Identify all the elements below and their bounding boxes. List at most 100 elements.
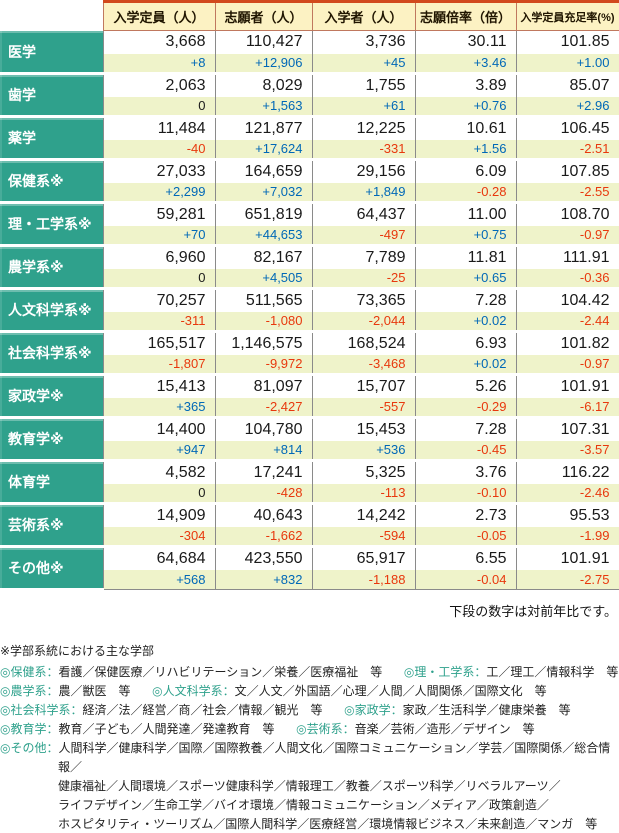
- change-cell: +7,032: [214, 182, 313, 204]
- change-cell: -2.46: [515, 483, 619, 505]
- value-cell: 15,413: [102, 374, 216, 398]
- value-cell: 82,167: [214, 245, 313, 269]
- change-row: 0 -428 -113 -0.10 -2.46: [0, 483, 619, 505]
- change-cell: +814: [214, 440, 313, 462]
- footnote-line: ◎その他：人間科学／健康科学／国際／国際教養／人間文化／国際コミュニケーション／…: [0, 739, 619, 833]
- footnote-text: ライフデザイン／生命工学／バイオ環境／情報コミュニケーション／メディア／政策創造…: [58, 797, 549, 812]
- value-cell: 164,659: [214, 159, 313, 183]
- change-cell: +0.65: [414, 268, 517, 290]
- value-cell: 1,755: [311, 73, 416, 97]
- footnote-category-label: ◎農学系：: [0, 683, 59, 698]
- change-cell: -311: [102, 311, 216, 333]
- change-cell: +1.00: [515, 53, 619, 75]
- footnote-entry: ◎農学系：農／獣医 等: [0, 684, 131, 698]
- change-cell: -0.97: [515, 225, 619, 247]
- change-cell: -557: [311, 397, 416, 419]
- value-cell: 3.89: [414, 73, 517, 97]
- row-label: 芸術系※: [0, 503, 103, 548]
- value-cell: 64,684: [102, 546, 216, 570]
- change-cell: -1,188: [311, 569, 416, 590]
- table-row: 薬学 11,484 121,877 12,225 10.61 106.45: [0, 116, 619, 161]
- value-cell: 104.42: [515, 288, 619, 312]
- value-cell: 168,524: [311, 331, 416, 355]
- table-body: 医学 3,668 110,427 3,736 30.11 101.85 +8 +12,906 +…: [0, 30, 619, 591]
- footnote-entry: ◎理・工学系：工／理工／情報科学 等: [404, 665, 619, 679]
- value-cell: 81,097: [214, 374, 313, 398]
- row-label: 家政学※: [0, 374, 103, 419]
- row-label: 医学: [0, 30, 103, 75]
- value-cell: 17,241: [214, 460, 313, 484]
- change-cell: -2,044: [311, 311, 416, 333]
- change-cell: -1,807: [102, 354, 216, 376]
- value-cell: 7,789: [311, 245, 416, 269]
- change-row: +2,299 +7,032 +1,849 -0.28 -2.55: [0, 182, 619, 204]
- value-cell: 11.00: [414, 202, 517, 226]
- value-cell: 104,780: [214, 417, 313, 441]
- table-row: 社会科学系※ 165,517 1,146,575 168,524 6.93 101.82: [0, 331, 619, 376]
- footnote-entry: ◎家政学：家政／生活科学／健康栄養 等: [344, 703, 571, 717]
- footnote-text: 音楽／芸術／造形／デザイン 等: [354, 721, 535, 736]
- row-label: 農学系※: [0, 245, 103, 290]
- change-row: +8 +12,906 +45 +3.46 +1.00: [0, 53, 619, 75]
- row-label: 薬学: [0, 116, 103, 161]
- change-cell: +536: [311, 440, 416, 462]
- value-cell: 101.85: [515, 30, 619, 54]
- change-cell: -3,468: [311, 354, 416, 376]
- value-cell: 73,365: [311, 288, 416, 312]
- value-cell: 101.91: [515, 374, 619, 398]
- footnote-category-label: ◎教育学：: [0, 721, 59, 736]
- change-cell: -2.75: [515, 569, 619, 590]
- footnote-text: 工／理工／情報科学 等: [486, 664, 619, 679]
- change-cell: +832: [214, 569, 313, 590]
- value-cell: 121,877: [214, 116, 313, 140]
- footnote-text: 農／獣医 等: [58, 683, 131, 698]
- change-cell: +44,653: [214, 225, 313, 247]
- change-cell: -2.44: [515, 311, 619, 333]
- row-label: 歯学: [0, 73, 103, 118]
- value-cell: 107.85: [515, 159, 619, 183]
- change-row: -40 +17,624 -331 +1.56 -2.51: [0, 139, 619, 161]
- footnote-entry: ◎人文科学系：文／人文／外国語／心理／人間／人間関係／国際文化 等: [152, 684, 547, 698]
- value-cell: 111.91: [515, 245, 619, 269]
- change-row: +365 -2,427 -557 -0.29 -6.17: [0, 397, 619, 419]
- table-row: 医学 3,668 110,427 3,736 30.11 101.85: [0, 30, 619, 75]
- value-cell: 11,484: [102, 116, 216, 140]
- change-cell: +0.02: [414, 354, 517, 376]
- footnote-category-label: ◎その他：: [0, 740, 59, 755]
- change-cell: -3.57: [515, 440, 619, 462]
- value-cell: 15,453: [311, 417, 416, 441]
- value-cell: 6.55: [414, 546, 517, 570]
- footnote-entry: ◎芸術系：音楽／芸術／造形／デザイン 等: [296, 722, 535, 736]
- value-cell: 107.31: [515, 417, 619, 441]
- value-cell: 101.82: [515, 331, 619, 355]
- change-cell: +947: [102, 440, 216, 462]
- value-cell: 85.07: [515, 73, 619, 97]
- value-cell: 6.09: [414, 159, 517, 183]
- value-cell: 2.73: [414, 503, 517, 527]
- change-cell: -331: [311, 139, 416, 161]
- change-cell: +1,563: [214, 96, 313, 118]
- footnote-line: ◎農学系：農／獣医 等 ◎人文科学系：文／人文／外国語／心理／人間／人間関係／国際…: [0, 682, 619, 701]
- change-row: -311 -1,080 -2,044 +0.02 -2.44: [0, 311, 619, 333]
- value-cell: 29,156: [311, 159, 416, 183]
- change-cell: -6.17: [515, 397, 619, 419]
- value-cell: 12,225: [311, 116, 416, 140]
- change-row: -304 -1,662 -594 -0.05 -1.99: [0, 526, 619, 548]
- table-row: 理・工学系※ 59,281 651,819 64,437 11.00 108.70: [0, 202, 619, 247]
- change-cell: +3.46: [414, 53, 517, 75]
- change-cell: -0.28: [414, 182, 517, 204]
- change-cell: +568: [102, 569, 216, 590]
- value-cell: 116.22: [515, 460, 619, 484]
- table-note: 下段の数字は対前年比です。: [449, 604, 617, 619]
- change-cell: -1,662: [214, 526, 313, 548]
- change-cell: +0.76: [414, 96, 517, 118]
- value-cell: 511,565: [214, 288, 313, 312]
- change-cell: -428: [214, 483, 313, 505]
- change-cell: +8: [102, 53, 216, 75]
- value-cell: 651,819: [214, 202, 313, 226]
- change-cell: -0.04: [414, 569, 517, 590]
- change-cell: +70: [102, 225, 216, 247]
- footnote-line: ◎教育学：教育／子ども／人間発達／発達教育 等 ◎芸術系：音楽／芸術／造形／デザイ…: [0, 720, 619, 739]
- header-row: 入学定員（人） 志願者（人） 入学者（人） 志願倍率（倍） 入学定員充足率(%): [0, 0, 619, 31]
